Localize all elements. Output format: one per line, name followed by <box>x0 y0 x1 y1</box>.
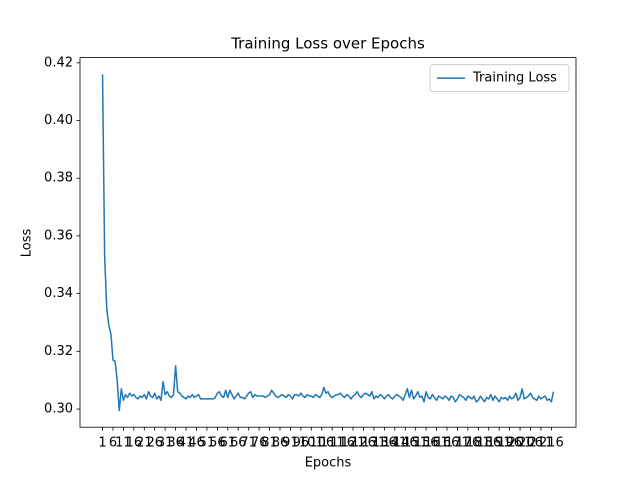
x-tick-label: 96 <box>293 436 310 451</box>
x-tick-label: 111 <box>320 436 345 451</box>
axes-frame <box>79 57 577 428</box>
x-tick-label: 166 <box>435 436 460 451</box>
legend: Training Loss <box>429 64 570 93</box>
y-tick-label: 0.36 <box>44 228 73 243</box>
x-tick-label: 31 <box>157 436 174 451</box>
y-tick-label: 0.34 <box>44 286 73 301</box>
x-tick-label: 41 <box>178 436 195 451</box>
x-tick-label: 6 <box>109 436 117 451</box>
x-tick-label: 186 <box>476 436 501 451</box>
x-tick-label: 161 <box>424 436 449 451</box>
x-tick-label: 76 <box>251 436 268 451</box>
x-tick-label: 81 <box>261 436 278 451</box>
chart-title: Training Loss over Epochs <box>230 35 425 53</box>
x-tick-label: 106 <box>309 436 334 451</box>
legend-box <box>429 64 570 93</box>
x-tick-label: 56 <box>209 436 226 451</box>
line-series <box>101 74 555 412</box>
x-tick-label: 146 <box>393 436 418 451</box>
x-tick-label: 156 <box>414 436 439 451</box>
x-tick-label: 101 <box>299 436 324 451</box>
x-tick-label: 171 <box>445 436 470 451</box>
x-tick-label: 196 <box>497 436 522 451</box>
x-tick-label: 141 <box>382 436 407 451</box>
x-tick-label: 51 <box>199 436 216 451</box>
x-tick-label: 116 <box>330 436 355 451</box>
x-tick-label: 1 <box>98 436 106 451</box>
y-axis-label: Loss <box>20 229 35 258</box>
x-tick-label: 121 <box>341 436 366 451</box>
y-tick-label: 0.30 <box>44 402 73 417</box>
x-tick-label: 136 <box>372 436 397 451</box>
y-tick-label: 0.32 <box>44 344 73 359</box>
y-tick-label: 0.38 <box>44 171 73 186</box>
x-tick-label: 61 <box>220 436 237 451</box>
x-tick-label: 11 <box>115 436 132 451</box>
x-tick-label: 181 <box>466 436 491 451</box>
x-tick-label: 216 <box>539 436 564 451</box>
x-axis-label: Epochs <box>305 456 352 471</box>
x-tick-label: 176 <box>455 436 480 451</box>
x-tick-label: 206 <box>518 436 543 451</box>
x-tick-label: 46 <box>188 436 205 451</box>
x-tick-label: 126 <box>351 436 376 451</box>
x-tick-label: 71 <box>240 436 257 451</box>
x-tick-label: 26 <box>146 436 163 451</box>
x-tick-label: 201 <box>508 436 533 451</box>
y-tick-label: 0.40 <box>44 113 73 128</box>
x-tick-label: 21 <box>136 436 153 451</box>
x-tick-label: 91 <box>282 436 299 451</box>
x-tick-label: 211 <box>529 436 554 451</box>
y-tick-label: 0.42 <box>44 55 73 70</box>
x-tick-label: 131 <box>362 436 387 451</box>
x-tick-label: 86 <box>272 436 289 451</box>
x-tick-label: 36 <box>167 436 184 451</box>
x-tick-label: 16 <box>126 436 143 451</box>
legend-label: Training Loss <box>472 71 557 86</box>
x-tick-label: 151 <box>403 436 428 451</box>
x-tick-label: 66 <box>230 436 247 451</box>
x-tick-label: 191 <box>487 436 512 451</box>
